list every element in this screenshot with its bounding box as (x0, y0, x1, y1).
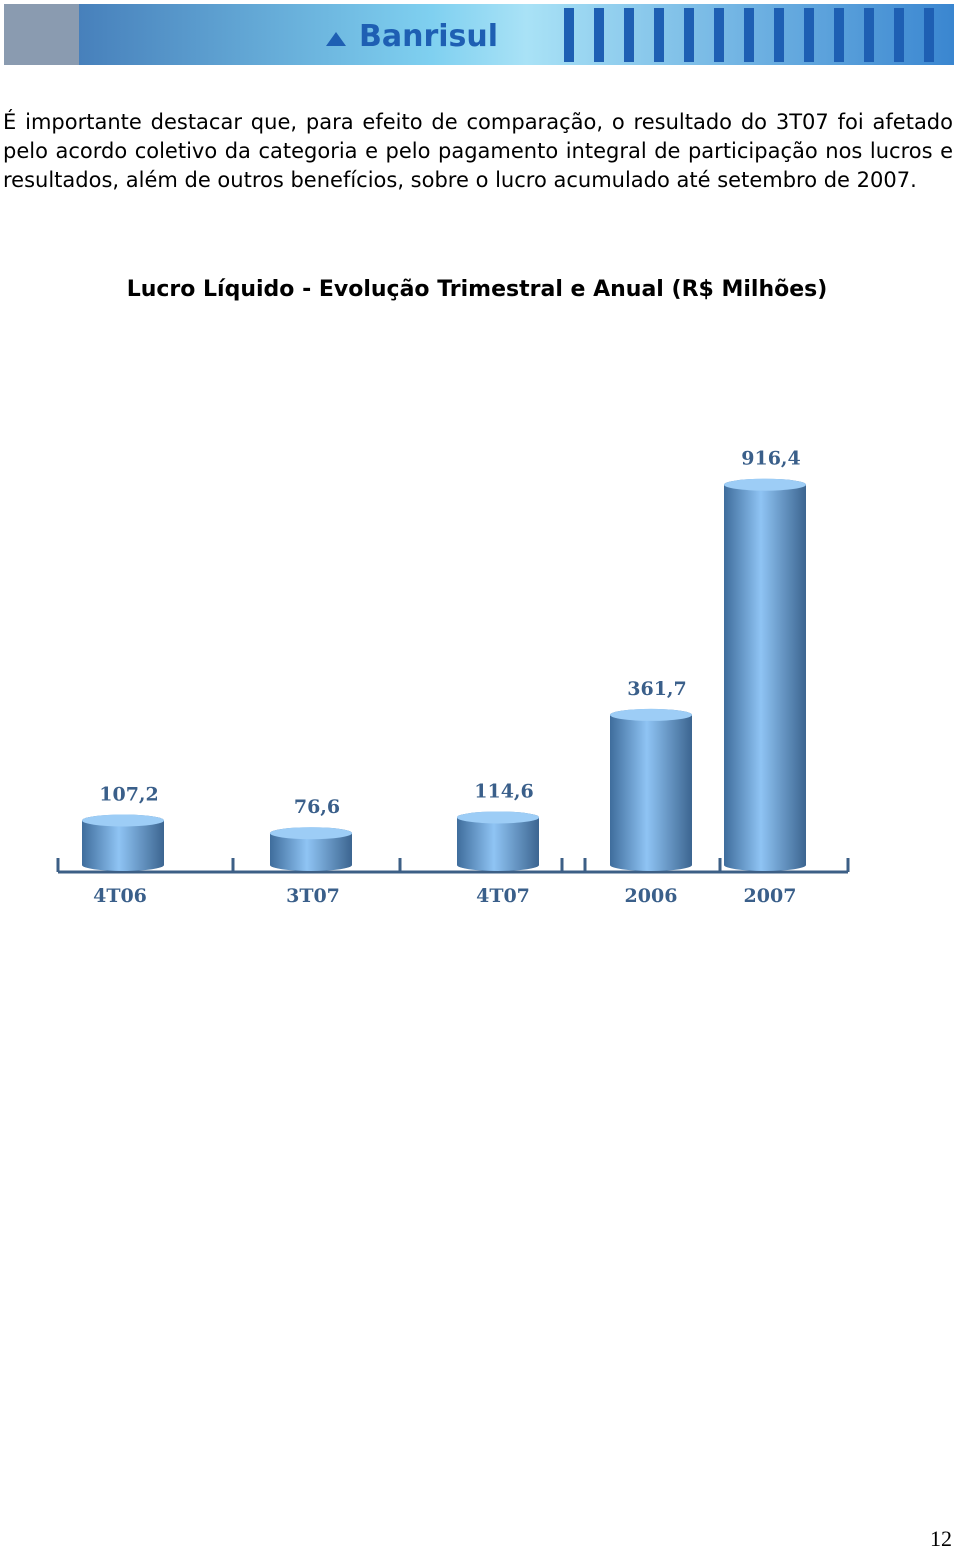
bar-top (724, 478, 806, 491)
value-label: 916,4 (741, 448, 801, 470)
banner-background (4, 4, 954, 65)
x-tick-label: 4T07 (476, 885, 530, 907)
chart-title: Lucro Líquido - Evolução Trimestral e An… (127, 277, 828, 302)
bar (457, 811, 539, 871)
header-banner: Banrisul (4, 4, 954, 65)
bar-top (457, 811, 539, 824)
logo-mark (326, 32, 346, 46)
bar-top (270, 827, 352, 840)
bar-top (610, 708, 692, 721)
chart: Lucro Líquido - Evolução Trimestral e An… (56, 277, 850, 907)
body-paragraph: É importante destacar que, para efeito d… (3, 110, 953, 192)
value-label: 114,6 (474, 780, 534, 802)
value-label: 107,2 (99, 784, 159, 806)
value-label: 361,7 (627, 678, 687, 700)
x-tick-label: 3T07 (286, 885, 340, 907)
bar (610, 708, 692, 871)
x-tick-label: 2007 (744, 885, 797, 907)
bar-top (82, 814, 164, 827)
x-axis (56, 858, 850, 874)
building-photo (4, 4, 79, 65)
value-label: 76,6 (294, 796, 340, 818)
x-tick-label: 4T06 (93, 885, 147, 907)
banner-stripes (564, 8, 934, 62)
page-number: 12 (930, 1526, 952, 1551)
bar (724, 478, 806, 871)
x-tick-label: 2006 (625, 885, 678, 907)
bar (82, 814, 164, 871)
logo-text: Banrisul (359, 19, 498, 54)
